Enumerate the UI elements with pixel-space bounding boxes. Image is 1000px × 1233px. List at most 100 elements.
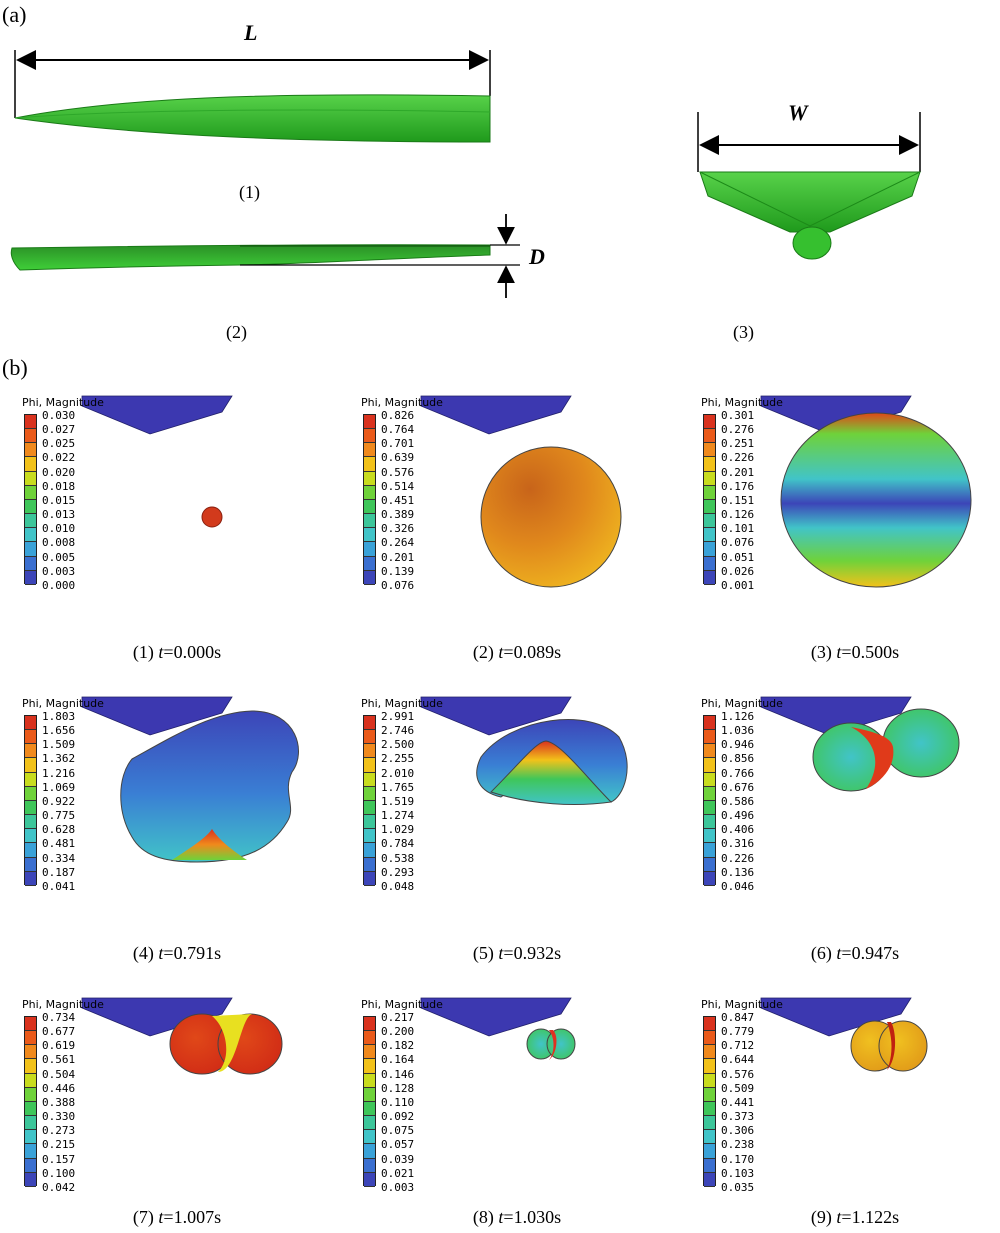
length-label: L [244, 20, 258, 45]
panel-caption-1: (1) t=0.000s [47, 642, 307, 663]
colorbar-segment [25, 1172, 36, 1187]
colorbar-segment [25, 1101, 36, 1117]
colorbar-tick-label: 0.734 [42, 1011, 76, 1024]
colorbar-tick-label: 0.025 [42, 437, 76, 451]
colorbar-segment [25, 716, 36, 731]
contour-plot-4 [81, 696, 299, 863]
colorbar-segment [25, 415, 36, 430]
colorbar-segment [25, 857, 36, 872]
colorbar-segment [704, 800, 715, 816]
colorbar-segment [364, 1045, 375, 1060]
colorbar-segment [364, 1130, 375, 1145]
colorbar-tick-label: 1.274 [381, 809, 415, 823]
colorbar-segment [364, 556, 375, 571]
colorbar-tick-label: 0.076 [721, 536, 755, 550]
contour-panel-3: Phi, Magnitude 0.301 0.276 0.251 0.226 0.201 0… [701, 395, 1000, 631]
colorbar-tick-label: 0.326 [381, 522, 415, 536]
colorbar-segment [25, 1045, 36, 1060]
colorbar-tick-label: 0.157 [42, 1152, 76, 1166]
caption-number: (4) [132, 943, 154, 963]
colorbar-tick-label: 0.075 [381, 1124, 415, 1138]
colorbar-tick-label: 0.151 [721, 493, 755, 507]
width-label: W [788, 100, 808, 125]
colorbar-tick-label: 0.101 [721, 522, 755, 536]
caption-time-symbol: t [158, 943, 164, 963]
colorbar-segment [364, 542, 375, 557]
caption-time-symbol: t [158, 1207, 164, 1227]
colorbar-segment [704, 1172, 715, 1187]
colorbar-segment [25, 457, 36, 472]
colorbar-tick-label: 0.639 [381, 451, 415, 465]
colorbar-tick-labels: 0.734 0.677 0.619 0.561 0.504 0.446 0.388 0.330… [42, 1011, 75, 1195]
hull-section-shape [760, 696, 912, 736]
depth-label: D [529, 244, 545, 269]
caption-number: (3) [810, 642, 832, 662]
colorbar-tick-label: 0.128 [381, 1081, 415, 1095]
colorbar-tick-label: 0.126 [721, 508, 755, 522]
view-caption-1: (1) [239, 182, 260, 202]
contour-plot-8 [420, 997, 576, 1060]
colorbar-tick-label: 1.216 [42, 766, 76, 780]
colorbar-segment [704, 443, 715, 458]
caption-time-symbol: t [836, 642, 842, 662]
colorbar-segment [364, 471, 375, 486]
colorbar-segment [364, 1073, 375, 1088]
caption-number: (9) [810, 1207, 832, 1227]
colorbar-tick-label: 0.003 [381, 1180, 415, 1194]
part-a-label: (a) [2, 2, 27, 27]
colorbar-segment [25, 1017, 36, 1032]
colorbar-tick-label: 0.226 [721, 851, 755, 865]
colorbar-segment [364, 1116, 375, 1131]
colorbar-tick-label: 0.022 [42, 451, 76, 465]
colorbar-segment [704, 499, 715, 515]
colorbar-tick-label: 0.217 [381, 1011, 415, 1024]
caption-time-symbol: t [498, 642, 504, 662]
panel-caption-8: (8) t=1.030s [387, 1207, 647, 1228]
colorbar-segment [704, 1017, 715, 1032]
colorbar-tick-label: 0.514 [381, 479, 415, 493]
colorbar-segment [364, 514, 375, 529]
hull-geometry-figure [10, 50, 921, 298]
colorbar-segment [704, 1116, 715, 1131]
colorbar-segment [704, 716, 715, 731]
colorbar-segment [704, 730, 715, 745]
colorbar-tick-label: 0.005 [42, 550, 76, 564]
colorbar-tick-label: 0.538 [381, 851, 415, 865]
colorbar-tick-label: 1.362 [42, 752, 76, 766]
colorbar-tick-label: 1.656 [42, 724, 76, 738]
colorbar-tick-label: 1.765 [381, 780, 415, 794]
colorbar-segment [25, 843, 36, 858]
colorbar-tick-label: 0.057 [381, 1138, 415, 1152]
colorbar-segment [704, 829, 715, 844]
legend-title: Phi, Magnitude [361, 998, 443, 1011]
contour-panel-1: Phi, Magnitude 0.030 0.027 0.025 0.022 0.020 0… [22, 395, 342, 631]
colorbar-tick-label: 0.826 [381, 409, 415, 422]
colorbar-segment [25, 485, 36, 500]
colorbar-tick-label: 2.255 [381, 752, 415, 766]
colorbar [24, 1016, 37, 1187]
colorbar-tick-label: 0.856 [721, 752, 755, 766]
contour-plot-9 [760, 997, 928, 1072]
colorbar-segment [364, 1101, 375, 1117]
colorbar-tick-label: 0.496 [721, 809, 755, 823]
colorbar-segment [704, 871, 715, 886]
legend-title: Phi, Magnitude [22, 998, 104, 1011]
colorbar-tick-label: 0.201 [381, 550, 415, 564]
hull-front-view [697, 112, 921, 260]
panel-caption-6: (6) t=0.947s [725, 943, 985, 964]
colorbar-tick-label: 0.026 [721, 564, 755, 578]
contour-plot-2 [420, 395, 622, 588]
colorbar-tick-label: 0.766 [721, 766, 755, 780]
colorbar-segment [25, 1130, 36, 1145]
colorbar-tick-labels: 2.991 2.746 2.500 2.255 2.010 1.765 1.519 1.274… [381, 710, 414, 894]
colorbar-tick-label: 0.306 [721, 1124, 755, 1138]
colorbar-tick-label: 0.003 [42, 564, 76, 578]
colorbar-tick-label: 0.676 [721, 780, 755, 794]
colorbar-segment [704, 556, 715, 571]
colorbar-segment [704, 815, 715, 830]
colorbar-tick-label: 0.020 [42, 465, 76, 479]
colorbar-segment [704, 1045, 715, 1060]
colorbar-segment [364, 457, 375, 472]
legend-title: Phi, Magnitude [361, 697, 443, 710]
colorbar-tick-labels: 0.826 0.764 0.701 0.639 0.576 0.514 0.451 0.389… [381, 409, 414, 593]
